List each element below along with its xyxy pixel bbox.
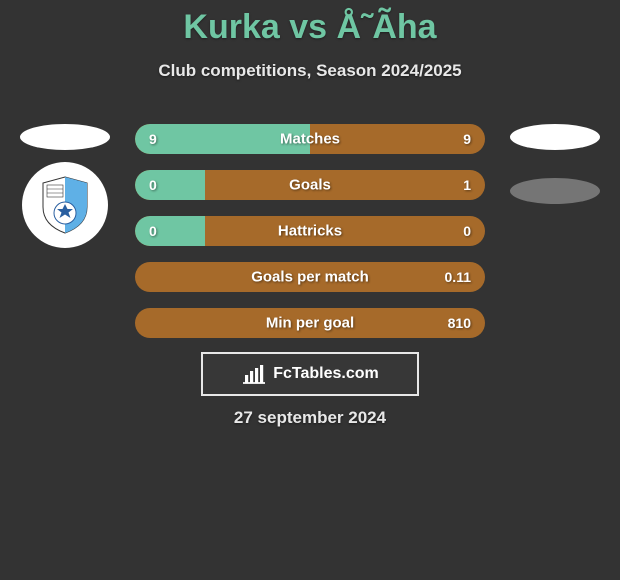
bar-right-value: 1	[463, 177, 471, 193]
bar-left-value: 9	[149, 131, 157, 147]
bar-fill	[135, 170, 205, 200]
right-club-logo-placeholder	[510, 178, 600, 204]
left-player-avatar-placeholder	[20, 124, 110, 150]
shield-icon	[33, 173, 97, 237]
right-player-avatar-placeholder	[510, 124, 600, 150]
bar-left-value: 0	[149, 177, 157, 193]
bar-row-matches: 9 Matches 9	[135, 124, 485, 154]
bar-chart-icon	[241, 363, 267, 385]
bar-row-goals: 0 Goals 1	[135, 170, 485, 200]
right-player-column	[505, 124, 605, 204]
bar-fill	[135, 216, 205, 246]
date-line: 27 september 2024	[234, 408, 386, 428]
bar-label: Hattricks	[278, 223, 342, 240]
watermark-box: FcTables.com	[201, 352, 419, 396]
bar-label: Goals	[289, 177, 331, 194]
bar-label: Goals per match	[251, 269, 369, 286]
bar-row-min-per-goal: Min per goal 810	[135, 308, 485, 338]
watermark-text: FcTables.com	[273, 365, 379, 383]
bar-left-value: 0	[149, 223, 157, 239]
bar-row-goals-per-match: Goals per match 0.11	[135, 262, 485, 292]
page-title: Kurka vs Å˜Ãha	[0, 0, 620, 47]
left-club-logo	[22, 162, 108, 248]
bar-row-hattricks: 0 Hattricks 0	[135, 216, 485, 246]
bar-label: Matches	[280, 131, 340, 148]
bar-right-value: 9	[463, 131, 471, 147]
bar-label: Min per goal	[266, 315, 354, 332]
bar-right-value: 0.11	[445, 269, 471, 285]
season-subtitle: Club competitions, Season 2024/2025	[0, 61, 620, 81]
comparison-bars: 9 Matches 9 0 Goals 1 0 Hattricks 0 Goal…	[135, 124, 485, 354]
bar-right-value: 0	[463, 223, 471, 239]
left-player-column	[15, 124, 115, 248]
bar-right-value: 810	[448, 315, 471, 331]
